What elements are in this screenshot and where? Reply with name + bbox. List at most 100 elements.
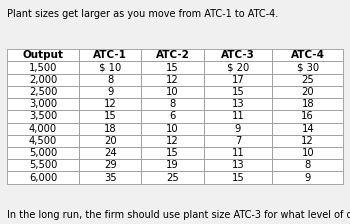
Text: ATC-2: ATC-2 — [155, 50, 189, 60]
Text: 13: 13 — [232, 160, 244, 170]
Bar — [204, 135, 272, 147]
Text: 11: 11 — [232, 148, 244, 158]
Text: 9: 9 — [235, 124, 241, 134]
Text: 7: 7 — [235, 136, 241, 146]
Text: $ 20: $ 20 — [227, 62, 249, 73]
Bar — [141, 159, 204, 171]
Text: 12: 12 — [166, 136, 179, 146]
Bar — [204, 123, 272, 135]
Bar — [141, 74, 204, 86]
Bar — [272, 98, 343, 110]
Bar — [141, 86, 204, 98]
Bar — [7, 62, 79, 74]
Text: ATC-1: ATC-1 — [93, 50, 127, 60]
Bar — [272, 159, 343, 171]
Text: 18: 18 — [301, 99, 314, 109]
Text: $ 30: $ 30 — [297, 62, 319, 73]
Bar — [141, 98, 204, 110]
Bar — [272, 171, 343, 184]
Text: 2,000: 2,000 — [29, 75, 57, 85]
Text: 3,500: 3,500 — [29, 112, 57, 121]
Bar — [79, 49, 141, 62]
Bar — [79, 62, 141, 74]
Text: 2,500: 2,500 — [29, 87, 57, 97]
Bar — [204, 110, 272, 123]
Bar — [7, 98, 79, 110]
Text: 19: 19 — [166, 160, 179, 170]
Bar — [204, 147, 272, 159]
Text: 1,500: 1,500 — [29, 62, 57, 73]
Bar — [272, 49, 343, 62]
Bar — [7, 123, 79, 135]
Text: $ 10: $ 10 — [99, 62, 121, 73]
Text: 18: 18 — [104, 124, 117, 134]
Text: 9: 9 — [107, 87, 113, 97]
Text: 4,500: 4,500 — [29, 136, 57, 146]
Text: 12: 12 — [166, 75, 179, 85]
Bar — [204, 171, 272, 184]
Text: Plant sizes get larger as you move from ATC-1 to ATC-4.: Plant sizes get larger as you move from … — [7, 9, 278, 19]
Bar — [79, 74, 141, 86]
Text: Output: Output — [23, 50, 64, 60]
Bar — [7, 74, 79, 86]
Text: 5,500: 5,500 — [29, 160, 57, 170]
Text: 10: 10 — [166, 124, 179, 134]
Text: 13: 13 — [232, 99, 244, 109]
Text: 35: 35 — [104, 172, 117, 183]
Bar — [79, 123, 141, 135]
Bar — [272, 147, 343, 159]
Text: 3,000: 3,000 — [29, 99, 57, 109]
Bar — [141, 171, 204, 184]
Bar — [204, 98, 272, 110]
Text: 8: 8 — [304, 160, 311, 170]
Bar — [141, 147, 204, 159]
Bar — [7, 147, 79, 159]
Bar — [7, 171, 79, 184]
Bar — [141, 135, 204, 147]
Text: 5,000: 5,000 — [29, 148, 57, 158]
Bar — [79, 86, 141, 98]
Text: 25: 25 — [301, 75, 314, 85]
Text: ATC-4: ATC-4 — [291, 50, 325, 60]
Text: 12: 12 — [104, 99, 117, 109]
Bar — [141, 49, 204, 62]
Bar — [204, 62, 272, 74]
Text: 15: 15 — [104, 112, 117, 121]
Bar — [141, 62, 204, 74]
Text: 4,000: 4,000 — [29, 124, 57, 134]
Bar — [7, 159, 79, 171]
Text: 16: 16 — [301, 112, 314, 121]
Text: 6: 6 — [169, 112, 176, 121]
Text: 14: 14 — [301, 124, 314, 134]
Bar — [204, 74, 272, 86]
Bar — [7, 49, 79, 62]
Bar — [79, 98, 141, 110]
Text: 9: 9 — [304, 172, 311, 183]
Text: 8: 8 — [107, 75, 113, 85]
Text: 24: 24 — [104, 148, 117, 158]
Text: 29: 29 — [104, 160, 117, 170]
Bar — [272, 135, 343, 147]
Bar — [141, 123, 204, 135]
Bar — [272, 123, 343, 135]
Text: 25: 25 — [166, 172, 179, 183]
Text: 17: 17 — [232, 75, 244, 85]
Bar — [272, 74, 343, 86]
Bar — [272, 110, 343, 123]
Bar — [79, 147, 141, 159]
Bar — [79, 159, 141, 171]
Bar — [141, 110, 204, 123]
Text: 15: 15 — [166, 62, 179, 73]
Bar — [272, 86, 343, 98]
Bar — [79, 135, 141, 147]
Text: In the long run, the firm should use plant size ATC-3 for what level of output?: In the long run, the firm should use pla… — [7, 209, 350, 220]
Text: 10: 10 — [166, 87, 179, 97]
Text: 20: 20 — [104, 136, 117, 146]
Bar — [7, 110, 79, 123]
Bar — [7, 135, 79, 147]
Bar — [79, 171, 141, 184]
Text: ATC-3: ATC-3 — [221, 50, 255, 60]
Bar — [204, 86, 272, 98]
Text: 20: 20 — [301, 87, 314, 97]
Text: 15: 15 — [166, 148, 179, 158]
